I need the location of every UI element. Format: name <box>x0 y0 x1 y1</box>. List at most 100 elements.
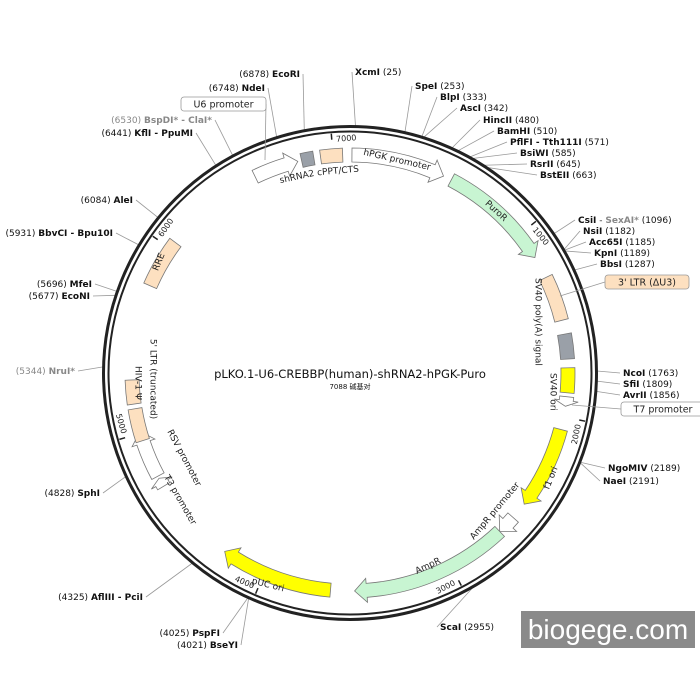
feature-feature[interactable] <box>554 395 579 407</box>
tick-mark <box>530 220 537 226</box>
site-leader <box>102 476 126 494</box>
site-position: (1182) <box>605 227 635 237</box>
site-name-2: SexAI* <box>605 216 639 226</box>
site-leader <box>92 294 116 297</box>
restriction-site[interactable]: (6441) KflI - PpuMI <box>101 129 193 139</box>
site-leader <box>469 141 508 158</box>
feature-ampr[interactable] <box>354 525 506 604</box>
restriction-site[interactable]: HincII (480) <box>483 116 539 126</box>
feature-hiv-1[interactable] <box>124 379 142 406</box>
site-position: (1185) <box>625 238 655 248</box>
restriction-site[interactable]: BamHI (510) <box>497 127 557 137</box>
site-name: BsiWI <box>520 149 549 159</box>
site-name: NcoI <box>623 369 645 379</box>
restriction-site[interactable]: (6878) EcoRI <box>239 70 300 80</box>
tick-mark <box>119 436 126 441</box>
site-position: (5344) <box>16 367 46 377</box>
restriction-site[interactable]: AvrII (1856) <box>623 391 679 401</box>
tick-mark <box>579 419 586 422</box>
restriction-site[interactable]: NgoMIV (2189) <box>608 464 680 474</box>
feature-cppt-cts[interactable] <box>319 147 344 165</box>
restriction-site[interactable]: ScaI (2955) <box>440 623 494 633</box>
restriction-site[interactable]: NsiI (1182) <box>583 227 635 237</box>
restriction-site[interactable]: (6530) BspDI* - ClaI* <box>111 116 212 126</box>
feature-hpgk-promoter[interactable] <box>351 147 445 184</box>
restriction-site[interactable]: (6748) NdeI <box>209 84 265 94</box>
site-name: NaeI <box>603 477 626 487</box>
callouts: U6 promoter 3' LTR (ΔU3) T7 promoter <box>180 96 700 417</box>
feature-label: SV40 poly(A) signal <box>533 278 543 366</box>
restriction-site[interactable]: Acc65I (1185) <box>589 238 655 248</box>
site-name: BamHI <box>497 127 530 137</box>
site-position: (4021) <box>177 641 207 651</box>
site-position: (2191) <box>629 477 659 487</box>
restriction-site[interactable]: BlpI (333) <box>440 93 487 103</box>
restriction-site[interactable]: XcmI (25) <box>355 68 401 78</box>
feature-shrna2[interactable] <box>299 150 316 168</box>
feature-sv40-poly-a-signal[interactable] <box>539 273 569 323</box>
tick-label: 3000 <box>435 578 457 595</box>
callout-label: T7 promoter <box>633 405 693 416</box>
site-name: PflFI - Tth111I <box>510 138 582 148</box>
restriction-site[interactable]: (4325) AflIII - PciI <box>58 593 143 603</box>
restriction-site[interactable]: (4828) SphI <box>45 489 101 499</box>
callout-box <box>620 401 700 417</box>
site-position: (4828) <box>45 489 75 499</box>
site-position: (6530) <box>111 116 141 126</box>
site-name: CsiI <box>578 216 596 226</box>
tick-label: 7000 <box>336 133 357 144</box>
feature-t3-promoter[interactable] <box>151 476 173 491</box>
feature-feature[interactable] <box>251 152 299 184</box>
feature-rre[interactable] <box>143 237 182 290</box>
restriction-site[interactable]: BbsI (1287) <box>600 260 655 270</box>
site-leader <box>145 562 193 598</box>
site-position: (480) <box>515 116 539 126</box>
site-leader <box>94 283 118 292</box>
backbone-ring-inner <box>107 130 593 616</box>
restriction-sites: XcmI (25) SpeI (253)BlpI (333)AscI (342) H… <box>5 68 680 651</box>
site-name: AflIII - PciI <box>91 593 143 603</box>
site-leader <box>436 586 474 628</box>
tick-label: 2000 <box>570 423 583 445</box>
restriction-site[interactable]: (5696) MfeI <box>37 280 92 290</box>
restriction-site[interactable]: NcoI (1763) <box>623 369 678 379</box>
callout-box <box>180 96 267 112</box>
site-name: ScaI <box>440 623 461 633</box>
restriction-site[interactable]: (4025) PspFI <box>159 629 220 639</box>
feature-ampr-promoter[interactable] <box>498 512 519 532</box>
restriction-site[interactable]: AscI (342) <box>460 104 508 114</box>
restriction-site[interactable]: RsrII (645) <box>530 160 581 170</box>
restriction-site[interactable]: BstEII (663) <box>540 171 596 181</box>
restriction-site[interactable]: PflFI - Tth111I (571) <box>510 138 609 148</box>
watermark: biogege.com <box>521 611 695 648</box>
feature-5-ltr-truncated[interactable] <box>127 407 150 444</box>
restriction-site[interactable]: NaeI (2191) <box>603 477 659 487</box>
site-leader <box>351 71 356 127</box>
site-leader <box>574 263 598 271</box>
site-leader <box>214 119 234 156</box>
feature-puror[interactable] <box>447 173 539 258</box>
feature-feature[interactable] <box>557 332 575 360</box>
site-position: (333) <box>463 93 487 103</box>
restriction-site[interactable]: (5677) EcoNI <box>29 292 90 302</box>
feature-puc-ori[interactable] <box>224 547 332 598</box>
restriction-site[interactable]: BsiWI (585) <box>520 149 576 159</box>
feature-f1-ori[interactable] <box>520 427 568 505</box>
restriction-site[interactable]: SpeI (253) <box>415 82 464 92</box>
restriction-site[interactable]: CsiI - SexAI* (1096) <box>578 216 672 226</box>
restriction-site[interactable]: (5931) BbvCI - Bpu10I <box>5 229 113 239</box>
site-name: BseYI <box>210 641 238 651</box>
feature-label: 5' LTR (truncated) <box>148 339 158 419</box>
site-position: (6084) <box>81 196 111 206</box>
restriction-site[interactable]: KpnI (1189) <box>594 249 650 259</box>
restriction-site[interactable]: (5344) NruI* <box>16 367 76 377</box>
restriction-site[interactable]: (4021) BseYI <box>177 641 238 651</box>
feature-label: cPPT/CTS <box>317 165 360 179</box>
site-name: EcoRI <box>272 70 300 80</box>
restriction-site[interactable]: SfiI (1809) <box>623 380 672 390</box>
feature-sv40-ori[interactable] <box>559 367 576 394</box>
restriction-site[interactable]: (6084) AleI <box>81 196 133 206</box>
site-name: XcmI <box>355 68 380 78</box>
